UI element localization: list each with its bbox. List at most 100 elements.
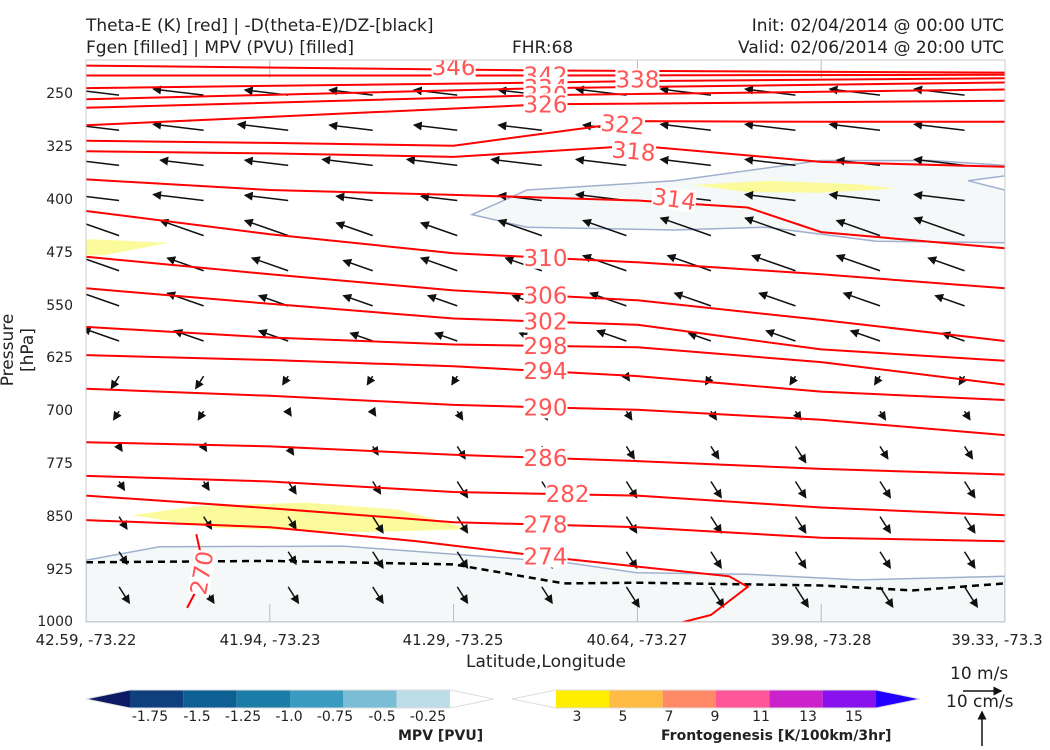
wind-vector (621, 371, 631, 382)
wind-vector (243, 191, 289, 202)
mpv-colorbar-label: -1.0 (275, 709, 303, 725)
wind-vector (412, 121, 458, 131)
fgen-colorbar-label: 11 (752, 709, 770, 725)
wind-vector (342, 258, 373, 272)
wind-vector (342, 293, 373, 307)
wind-vector (454, 410, 464, 421)
y-tick-label: 700 (46, 403, 73, 419)
wind-vector (659, 155, 712, 167)
theta-e-label: 290 (524, 395, 568, 421)
mpv-colorbar-segment (343, 690, 397, 708)
dthetadz-contour (86, 559, 1005, 592)
fgen-colorbar-title: Frontogenesis [K/100km/3hr] (661, 728, 892, 744)
wind-vector (366, 375, 376, 386)
wind-vector (114, 442, 123, 453)
wind-vector (282, 375, 291, 386)
theta-e-label-bg (523, 284, 568, 307)
wind-vector (118, 516, 128, 530)
wind-vector (372, 586, 384, 605)
fgen-colorbar-segment (512, 690, 556, 708)
theta-e-label-bg (523, 446, 568, 469)
wind-vector (321, 155, 373, 167)
fgen-region (86, 239, 169, 256)
wind-vector (574, 155, 627, 167)
wind-vector (687, 331, 712, 342)
mpv-colorbar-segment (183, 690, 237, 708)
theta-e-label-bg (599, 111, 646, 138)
wind-vector (456, 586, 469, 605)
wind-vector (112, 410, 122, 421)
wind-vector (159, 156, 204, 167)
wind-vector (879, 516, 892, 534)
fgen-colorbar-segment (876, 690, 920, 708)
y-tick-label: 475 (46, 245, 73, 261)
theta-e-label-bg (523, 545, 568, 568)
wind-vector (497, 121, 542, 131)
wind-vector (879, 586, 894, 608)
title-line-1: Theta-E (K) [red] | -D(theta-E)/DZ-[blac… (86, 16, 434, 36)
theta-e-contour (86, 474, 1005, 517)
wind-vector (835, 218, 881, 237)
plot-frame (85, 59, 1006, 623)
theta-e-contour (86, 144, 1005, 168)
fgen-colorbar-segment (556, 690, 610, 708)
wind-vector (710, 516, 722, 534)
wind-vector (581, 253, 627, 272)
theta-e-label: 346 (432, 55, 476, 81)
fgen-region (131, 502, 472, 533)
wind-vector (118, 586, 131, 605)
wind-vector (490, 155, 542, 167)
theta-e-label: 306 (524, 283, 568, 309)
mpv-colorbar-label: -1.5 (183, 709, 211, 725)
wind-vector (625, 551, 638, 569)
wind-vector (86, 223, 120, 237)
wind-vector (152, 120, 204, 131)
wind-vector (243, 218, 289, 237)
wind-vector (708, 410, 718, 421)
wind-vector (789, 375, 799, 386)
wind-vector (456, 551, 469, 569)
wind-vector (451, 375, 460, 386)
y-tick-label: 325 (46, 139, 73, 155)
wind-vector (419, 192, 458, 202)
mpv-colorbar-label: -1.25 (224, 709, 262, 725)
mpv-colorbar-segment (396, 690, 450, 708)
wind-vector (198, 442, 208, 453)
wind-vector (666, 253, 712, 272)
wind-vector (842, 291, 881, 307)
wind-vector (86, 195, 120, 202)
wind-vector (828, 190, 881, 202)
wind-vector (456, 481, 469, 499)
fgen-colorbar-segment (662, 690, 716, 708)
mpv-region (469, 159, 1005, 244)
theta-e-label-bg (523, 513, 568, 536)
mpv-colorbar-title: MPV [PVU] (398, 728, 484, 744)
y-tick-label: 550 (46, 298, 73, 314)
wind-vector (710, 445, 720, 460)
theta-e-label: 338 (615, 68, 659, 94)
wind-vector (659, 120, 712, 131)
theta-e-label: 278 (524, 513, 568, 539)
wind-vector (625, 586, 640, 608)
theta-e-label-bg (431, 60, 476, 79)
wind-vector (710, 586, 725, 608)
init-time: Init: 02/04/2014 @ 00:00 UTC (751, 16, 1004, 36)
theta-e-label-bg (523, 360, 568, 383)
wind-vector (456, 445, 466, 460)
title-line-2: Fgen [filled] | MPV (PVU) [filled] (86, 38, 355, 58)
theta-e-label-bg (523, 246, 568, 269)
wind-vector (794, 516, 807, 534)
wind-vector (710, 481, 722, 499)
wind-vector (961, 410, 971, 421)
wind-vector (86, 293, 120, 307)
wind-vector (287, 516, 297, 530)
theta-e-contour (86, 120, 1005, 147)
x-axis-title: Latitude,Longitude (466, 652, 626, 672)
wind-vector (257, 329, 289, 342)
wind-vector (372, 516, 384, 534)
wind-vector (287, 586, 300, 605)
wind-vector (456, 516, 469, 534)
theta-e-label-bg (615, 68, 660, 91)
y-tick-label: 775 (46, 456, 73, 472)
wind-vector (426, 293, 458, 307)
